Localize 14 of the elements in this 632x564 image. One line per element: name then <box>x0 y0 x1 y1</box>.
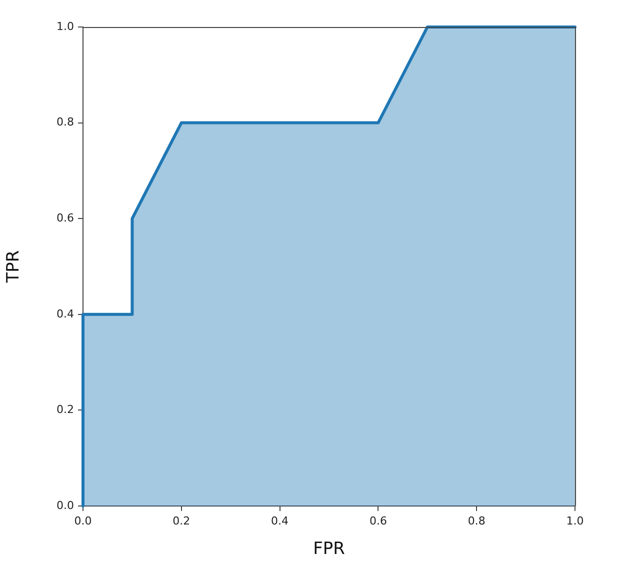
y-tick-label: 0.2 <box>56 403 74 416</box>
x-tick-label: 0.2 <box>172 514 190 528</box>
x-tick-label: 0.6 <box>369 514 387 528</box>
x-tick-label: 1.0 <box>566 514 584 528</box>
y-tick-label: 0.4 <box>56 307 74 320</box>
x-tick-label: 0.8 <box>468 514 486 528</box>
y-axis-title: TPR <box>4 250 24 284</box>
x-tick-label: 0.4 <box>271 514 289 528</box>
y-tick-label: 0.8 <box>56 116 74 129</box>
x-axis-title: FPR <box>313 539 346 560</box>
y-tick-label: 0.6 <box>56 211 74 224</box>
y-tick-label: 0.0 <box>56 498 74 512</box>
x-tick-label: 0.0 <box>74 514 92 528</box>
y-tick-label: 1.0 <box>56 20 74 33</box>
